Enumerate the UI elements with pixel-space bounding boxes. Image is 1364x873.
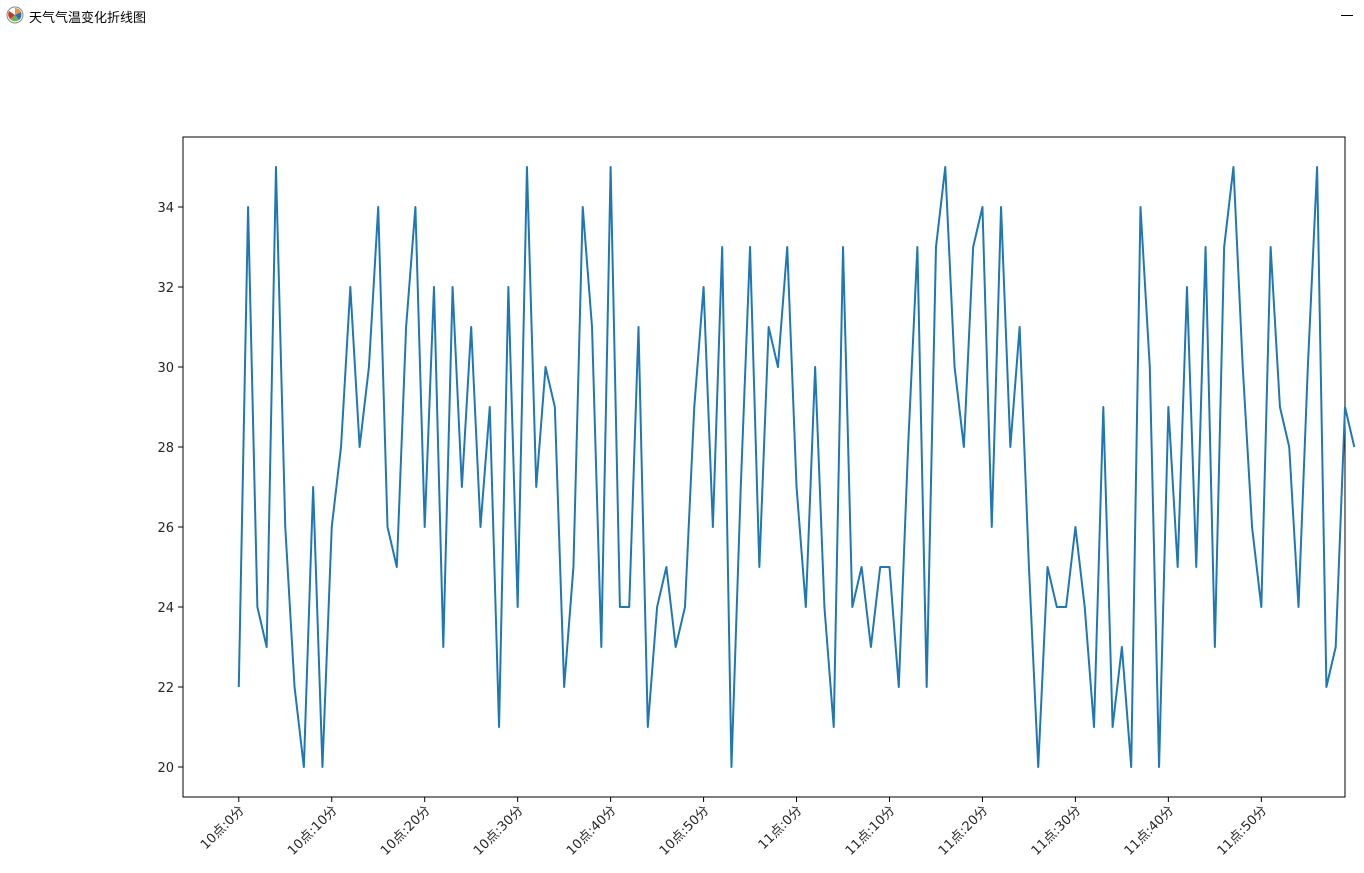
x-tick-label: 11点:30分 [1029,803,1084,858]
x-tick-label: 11点:10分 [843,803,898,858]
y-tick-label: 30 [157,361,174,376]
x-tick-label: 11点:20分 [936,803,991,858]
x-tick-label: 10点:0分 [198,803,248,853]
plot-area [182,136,1346,798]
y-tick-label: 28 [157,441,174,456]
x-tick-label: 10点:30分 [471,803,526,858]
y-tick-label: 34 [157,201,174,216]
matplotlib-icon [6,6,24,24]
x-tick-label: 10点:50分 [657,803,712,858]
minimize-button[interactable] [1340,8,1354,22]
x-tick-label: 11点:50分 [1215,803,1270,858]
y-axis: 20 22 24 26 28 30 32 34 [157,201,183,776]
temperature-series-line [237,166,1356,768]
y-tick-label: 26 [157,521,174,536]
y-tick-label: 20 [157,761,174,776]
y-tick-label: 32 [157,281,174,296]
y-tick-label: 24 [157,601,174,616]
x-axis: 10点:0分 10点:10分 10点:20分 10点:30分 10点:40分 10点:50… [198,797,1270,859]
window-title: 天气气温变化折线图 [29,11,147,26]
x-tick-label: 10点:40分 [564,803,619,858]
x-tick-label: 10点:20分 [378,803,433,858]
y-tick-label: 22 [157,681,174,696]
x-tick-label: 11点:40分 [1122,803,1177,858]
x-tick-label: 10点:10分 [285,803,340,858]
x-tick-label: 11点:0分 [756,803,806,853]
title-bar: 天气气温变化折线图 [0,0,1364,32]
